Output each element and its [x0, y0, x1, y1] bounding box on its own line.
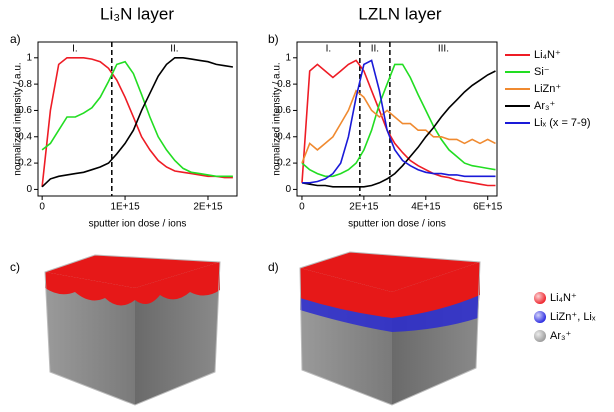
y-tick-label: 0.8: [277, 79, 291, 90]
plot-frame: [37, 41, 238, 197]
series-line: [301, 59, 496, 187]
sphere-highlight: [534, 330, 546, 342]
legend-label: Si⁻: [534, 66, 550, 78]
y-tick-label: 0.4: [277, 131, 291, 142]
plot-frame: [296, 41, 498, 197]
y-tick-label: 0.6: [18, 105, 32, 116]
y-tick-label: 0: [26, 184, 32, 195]
series-line: [302, 59, 496, 184]
legend-label: Li₄N⁺: [550, 292, 577, 304]
region-label: II.: [371, 44, 379, 55]
series-line: [301, 63, 496, 178]
x-tick-label: 0: [39, 202, 45, 213]
y-axis-label: normalized intensity / a.u.: [272, 62, 283, 175]
x-tick-label: 4E+15: [411, 202, 441, 213]
region-label: III.: [438, 44, 449, 55]
series-line: [41, 57, 234, 188]
y-tick-label: 0.6: [277, 105, 291, 116]
legend-label: LiZn⁺: [534, 83, 561, 95]
panel-label: b): [268, 32, 279, 46]
chart-title: Li₃N layer: [100, 4, 174, 23]
x-axis-label: sputter ion dose / ions: [89, 219, 187, 230]
y-tick-label: 0.2: [277, 158, 291, 169]
y-tick-label: 0.2: [18, 158, 32, 169]
region-label: I.: [72, 44, 78, 55]
series-line: [41, 57, 233, 187]
legend-label: Ar₃⁺: [550, 330, 571, 342]
render-cube: [44, 254, 221, 406]
x-tick-label: 6E+15: [473, 202, 503, 213]
x-axis-label: sputter ion dose / ions: [348, 219, 446, 230]
series-line: [41, 60, 233, 178]
sphere-highlight: [534, 292, 546, 304]
series-line: [301, 89, 496, 164]
y-tick-label: 1: [26, 52, 32, 63]
x-tick-label: 0: [299, 202, 305, 213]
legend-label: Liₓ (x = 7-9): [534, 117, 591, 129]
legend-label: LiZn⁺, Liₓ: [550, 311, 596, 323]
chart-title: LZLN layer: [358, 4, 441, 23]
series-line: [301, 70, 496, 188]
region-label: I.: [326, 44, 332, 55]
y-axis-label: normalized intensity / a.u.: [13, 62, 24, 175]
sphere-highlight: [534, 311, 546, 323]
panel-label: d): [268, 260, 279, 274]
render-cube: [299, 251, 481, 406]
y-tick-label: 1: [285, 52, 291, 63]
region-label: II.: [170, 44, 178, 55]
x-tick-label: 1E+15: [110, 202, 140, 213]
y-tick-label: 0.8: [18, 79, 32, 90]
x-tick-label: 2E+15: [349, 202, 379, 213]
y-tick-label: 0: [285, 184, 291, 195]
legend-label: Li₄N⁺: [534, 49, 561, 61]
y-tick-label: 0.4: [18, 131, 32, 142]
panel-label: a): [10, 32, 21, 46]
legend-label: Ar₃⁺: [534, 100, 555, 112]
x-tick-label: 2E+15: [193, 202, 223, 213]
panel-label: c): [10, 260, 20, 274]
